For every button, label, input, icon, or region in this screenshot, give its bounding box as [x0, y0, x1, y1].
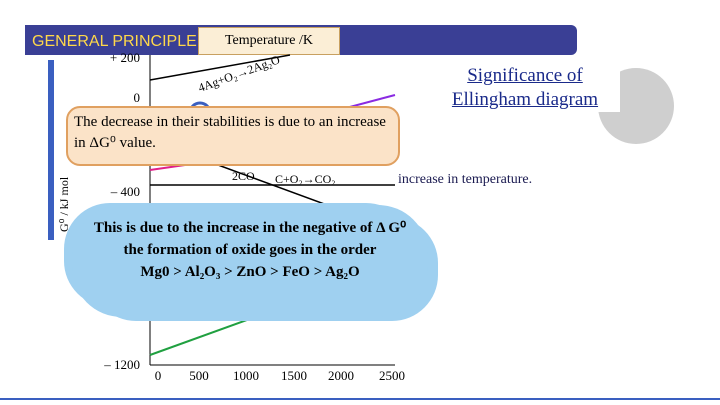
x-tick-label: 1500	[281, 368, 307, 383]
y-tick-label: – 1200	[103, 357, 140, 372]
header-title: GENERAL PRINCIPLE	[32, 33, 197, 50]
x-tick-label: 2000	[328, 368, 354, 383]
y-tick-label: + 200	[110, 50, 140, 65]
callout-order: This is due to the increase in the negat…	[72, 205, 428, 317]
oxide-line	[149, 54, 291, 81]
reaction-label: C+O₂→CO₂	[275, 172, 335, 186]
left-edge	[48, 60, 54, 240]
y-axis-label: G⁰ / kJ mol	[57, 176, 71, 232]
order-text: This is due to the increase in the negat…	[93, 220, 407, 258]
x-tick-label: 2500	[379, 368, 405, 383]
order-sequence: Mg0 > Al₂O₃ > ZnO > FeO > Ag₂O	[140, 264, 360, 280]
x-tick-label: 1000	[233, 368, 259, 383]
callout-stability: The decrease in their stabilities is due…	[66, 106, 400, 166]
significance-text: increase in temperature.	[398, 172, 533, 187]
y-tick-label: – 400	[110, 184, 140, 199]
x-tick-label: 0	[155, 368, 162, 383]
bottom-rule	[0, 398, 720, 400]
x-tick-label: 500	[189, 368, 209, 383]
y-tick-label: 0	[134, 90, 141, 105]
reaction-label: 2CO	[232, 169, 255, 183]
significance-title: Significance of Ellingham diagram	[430, 64, 620, 112]
x-axis-label: Temperature /K	[198, 27, 340, 55]
